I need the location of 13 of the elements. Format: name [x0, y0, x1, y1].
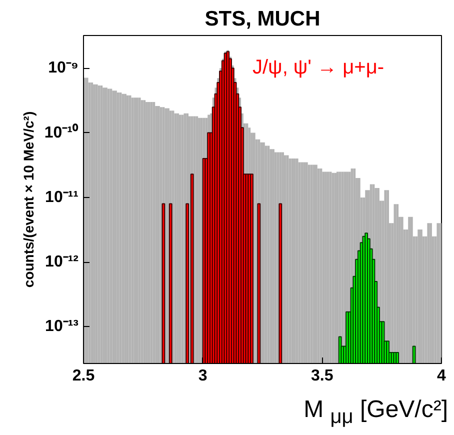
- chart-title: STS, MUCH: [204, 8, 320, 30]
- y-axis-title: counts/(event × 10 MeV/c²): [20, 111, 36, 288]
- y-tick-label: 10⁻¹³: [45, 318, 78, 336]
- x-tick-label: 3.5: [311, 368, 334, 384]
- y-tick-label: 10⁻¹¹: [45, 188, 78, 206]
- x-axis-title: M $_{μμ}$ [GeV/c²]: [304, 395, 448, 430]
- y-tick-label: 10⁻⁹: [48, 60, 78, 77]
- x-tick-label: 2.5: [72, 368, 95, 384]
- y-tick-label: 10⁻¹²: [45, 254, 78, 271]
- annotation: J/ψ, ψ' → μ+μ-: [252, 56, 384, 78]
- x-tick-label: 4: [437, 368, 446, 384]
- x-tick-label: 3: [198, 368, 208, 384]
- y-tick-label: 10⁻¹⁰: [44, 123, 78, 142]
